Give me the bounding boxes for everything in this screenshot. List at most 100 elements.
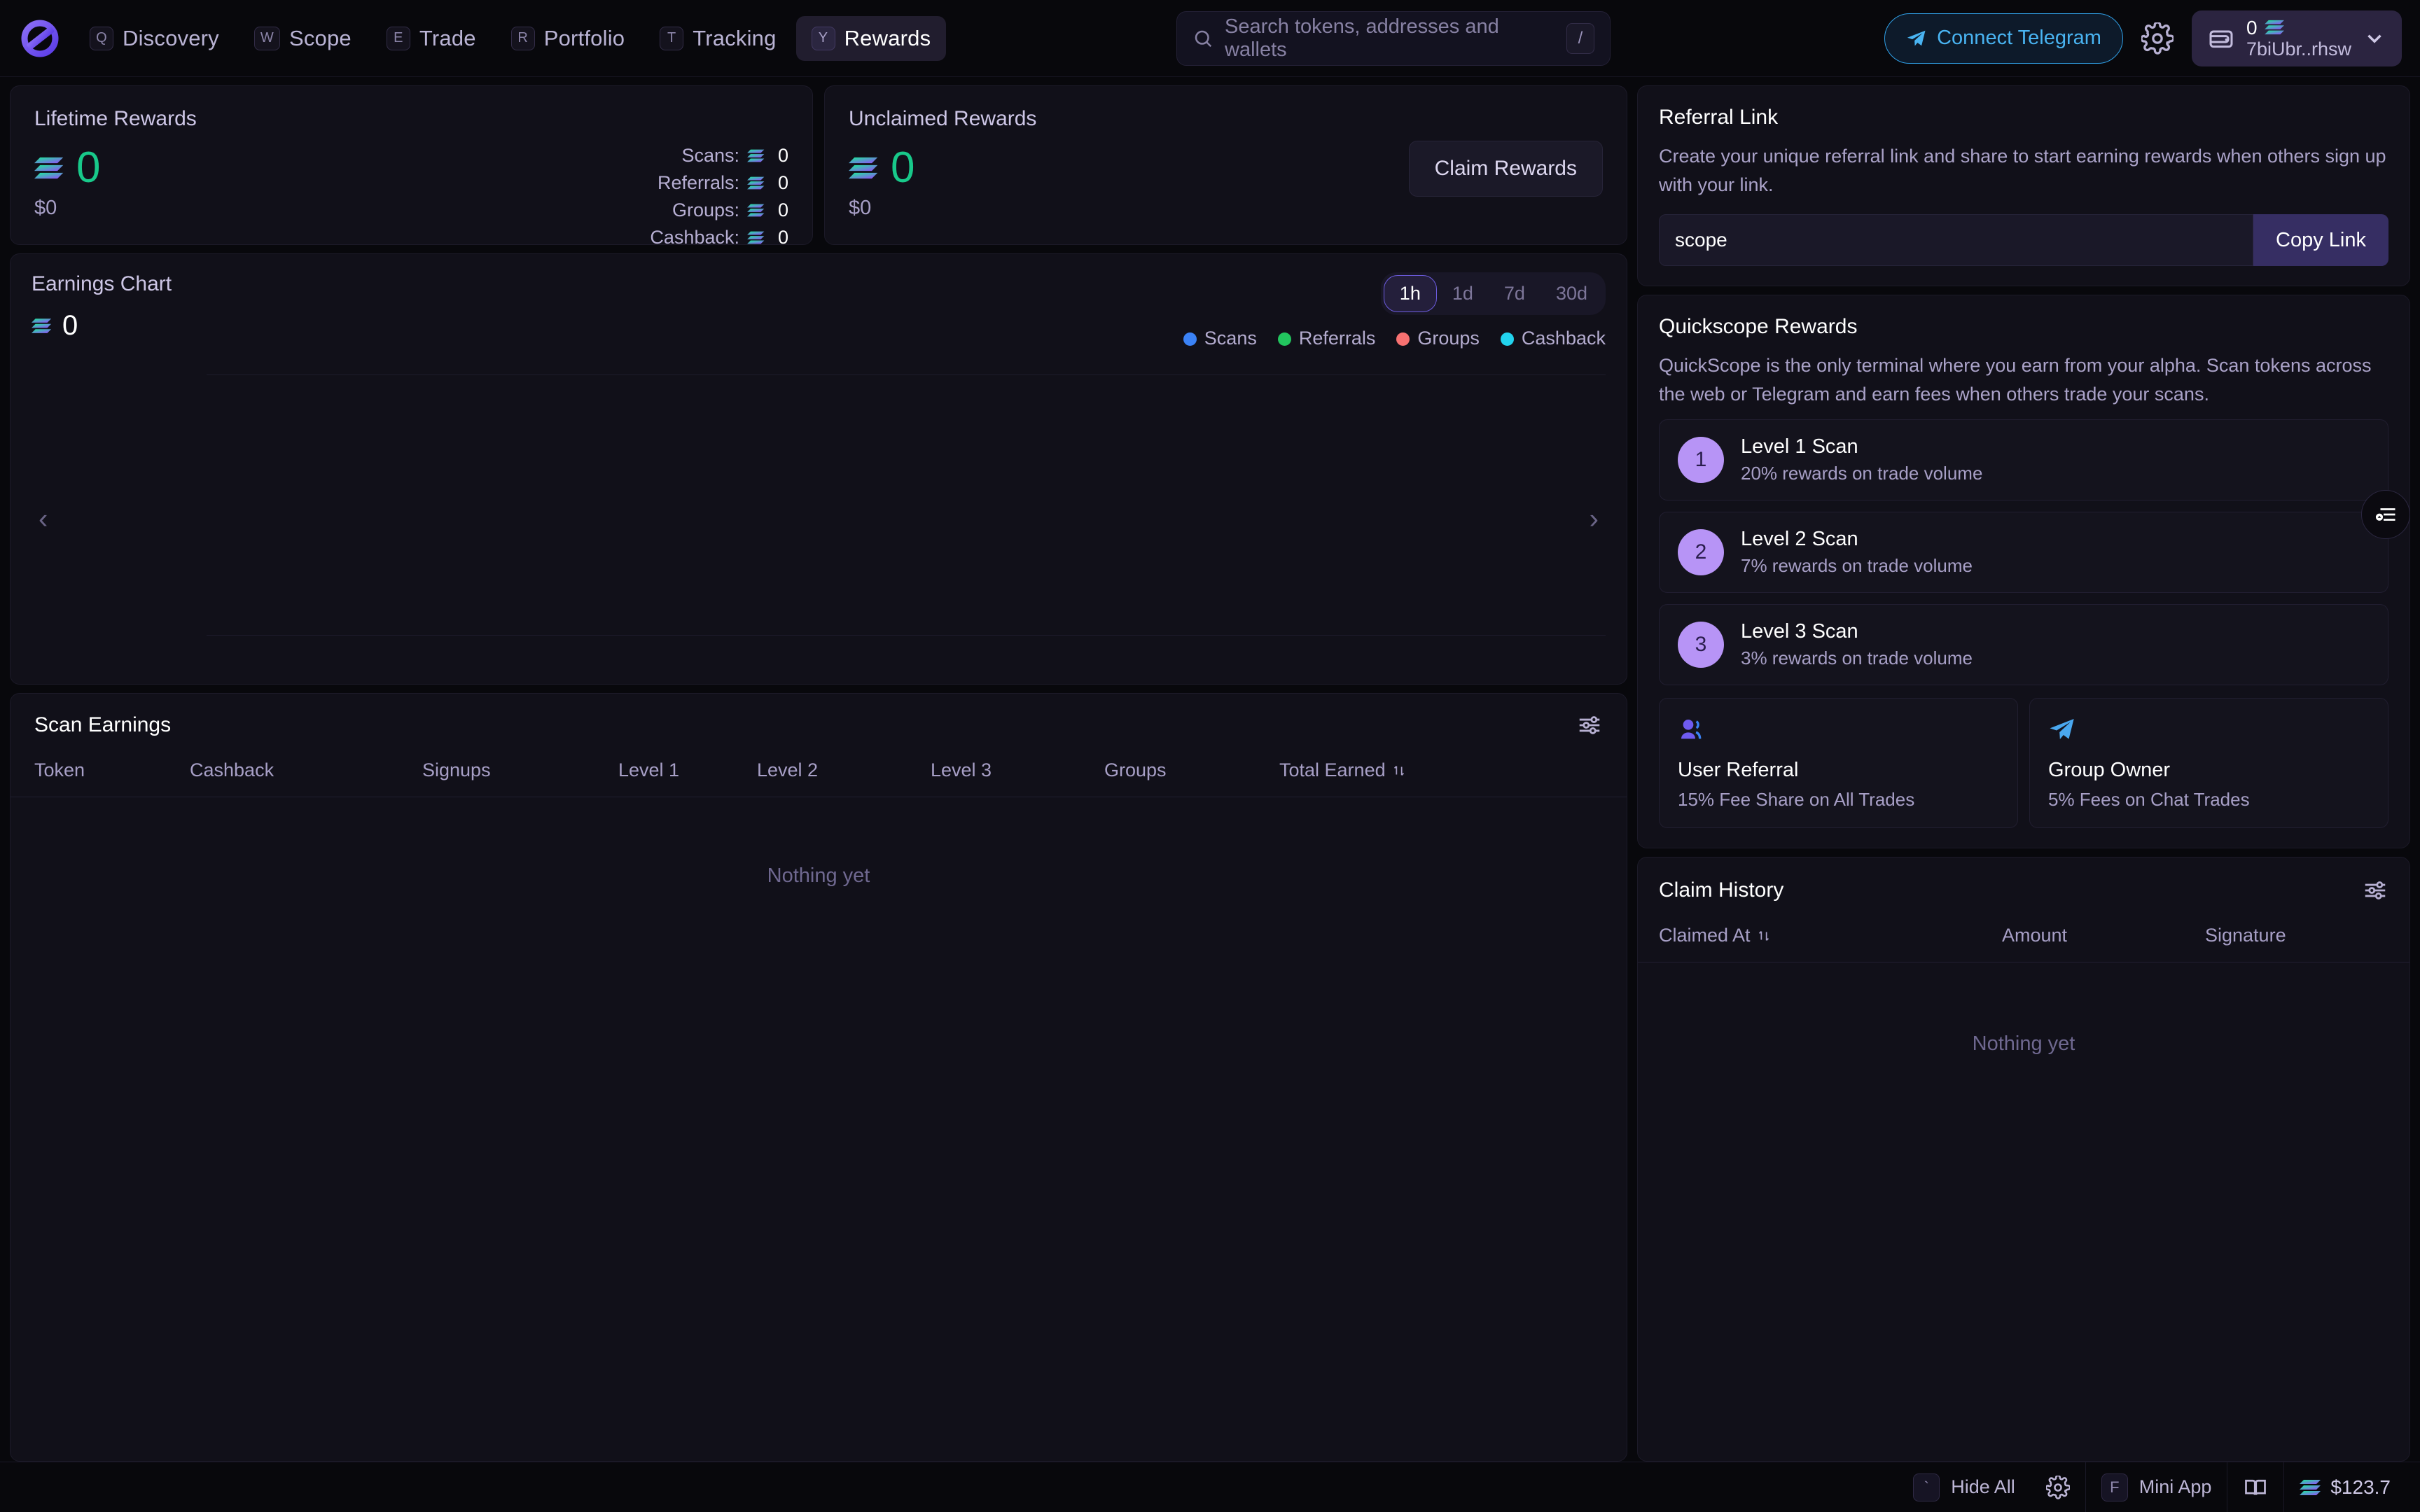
level-name: Level 3 Scan bbox=[1741, 620, 1858, 643]
user-referral-box[interactable]: User Referral 15% Fee Share on All Trade… bbox=[1659, 698, 2018, 828]
nav-shortcut-key: E bbox=[386, 26, 410, 50]
scan-earnings-header: Scan Earnings bbox=[11, 712, 1627, 738]
chevron-down-icon[interactable] bbox=[2363, 27, 2386, 50]
column-header-cashback[interactable]: Cashback bbox=[190, 760, 274, 780]
pair-name: User Referral bbox=[1678, 759, 1799, 781]
level-row-3[interactable]: 3 Level 3 Scan 3% rewards on trade volum… bbox=[1659, 604, 2388, 685]
sol-price-indicator[interactable]: $123.7 bbox=[2284, 1462, 2406, 1512]
mini-app-label: Mini App bbox=[2139, 1476, 2212, 1497]
search-input[interactable]: Search tokens, addresses and wallets / bbox=[1176, 11, 1611, 66]
legend-item-cashback[interactable]: Cashback bbox=[1500, 328, 1606, 349]
legend-item-referrals[interactable]: Referrals bbox=[1277, 328, 1375, 349]
level-name: Level 2 Scan bbox=[1741, 528, 1858, 550]
lifetime-amount-value: 0 bbox=[76, 144, 101, 192]
wallet-address: 7biUbr..rhsw bbox=[2246, 38, 2351, 60]
legend-dot bbox=[1500, 332, 1514, 346]
nav-item-portfolio[interactable]: R Portfolio bbox=[496, 16, 641, 61]
nav-item-label: Rewards bbox=[844, 25, 931, 50]
nav-item-rewards[interactable]: Y Rewards bbox=[795, 15, 947, 61]
range-1d[interactable]: 1d bbox=[1452, 283, 1473, 304]
wallet-button[interactable]: 0 7biUbr..rhsw bbox=[2191, 10, 2402, 66]
legend-item-scans[interactable]: Scans bbox=[1183, 328, 1257, 349]
chart-gridline bbox=[207, 374, 1606, 375]
wallet-balance-row: 0 bbox=[2246, 17, 2286, 38]
chart-prev-button[interactable]: ‹ bbox=[39, 503, 48, 535]
mini-app-button[interactable]: F Mini App bbox=[2086, 1462, 2227, 1512]
level-row-2[interactable]: 2 Level 2 Scan 7% rewards on trade volum… bbox=[1659, 512, 2388, 593]
column-header-signups[interactable]: Signups bbox=[422, 760, 491, 780]
pair-subtitle: 5% Fees on Chat Trades bbox=[2048, 789, 2250, 810]
quickscope-rewards-card: Quickscope Rewards QuickScope is the onl… bbox=[1637, 295, 2410, 848]
quickscope-rewards-title: Quickscope Rewards bbox=[1659, 315, 1858, 338]
earnings-chart-left: Earnings Chart 0 bbox=[32, 272, 172, 342]
left-column: Lifetime Rewards bbox=[10, 85, 1627, 1462]
column-header-token[interactable]: Token bbox=[34, 760, 85, 780]
search-icon bbox=[1192, 28, 1214, 49]
search-shortcut-key: / bbox=[1566, 23, 1594, 54]
nav-item-trade[interactable]: E Trade bbox=[371, 16, 492, 61]
copy-link-button[interactable]: Copy Link bbox=[2253, 214, 2388, 266]
scan-earnings-table-header: Token Cashback Signups Level 1 Level 2 L… bbox=[11, 738, 1627, 797]
sort-arrows-icon bbox=[1756, 928, 1772, 944]
referral-link-title: Referral Link bbox=[1659, 106, 1779, 129]
connect-telegram-button[interactable]: Connect Telegram bbox=[1884, 13, 2123, 64]
column-header-level-3[interactable]: Level 3 bbox=[931, 760, 992, 780]
column-header-total-earned[interactable]: Total Earned bbox=[1279, 760, 1407, 781]
column-header-claimed-at[interactable]: Claimed At bbox=[1659, 925, 2002, 946]
range-30d[interactable]: 30d bbox=[1555, 283, 1587, 304]
referral-link-input[interactable]: scope bbox=[1659, 214, 2254, 266]
nav-item-label: Trade bbox=[419, 25, 476, 50]
legend-label: Cashback bbox=[1521, 328, 1606, 349]
header-settings-button[interactable] bbox=[2139, 20, 2176, 57]
mini-app-shortcut-key: F bbox=[2101, 1473, 2128, 1502]
nav-item-discovery[interactable]: Q Discovery bbox=[74, 16, 235, 61]
sort-arrows-icon bbox=[1391, 763, 1407, 778]
range-1h[interactable]: 1h bbox=[1383, 275, 1437, 312]
claim-history-filter-button[interactable] bbox=[2362, 877, 2388, 904]
chart-next-button[interactable]: › bbox=[1589, 503, 1599, 535]
header-right-actions: Connect Telegram bbox=[1884, 10, 2402, 66]
range-7d[interactable]: 7d bbox=[1503, 283, 1525, 304]
gear-icon bbox=[2045, 1475, 2070, 1499]
column-header-amount[interactable]: Amount bbox=[2002, 925, 2068, 946]
column-header-level-2[interactable]: Level 2 bbox=[757, 760, 819, 780]
claim-history-empty-state: Nothing yet bbox=[1972, 1032, 2075, 1055]
nav-shortcut-key: W bbox=[253, 26, 280, 50]
hide-all-label: Hide All bbox=[1951, 1476, 2015, 1497]
hide-all-button[interactable]: ` Hide All bbox=[1898, 1462, 2031, 1512]
column-header-groups[interactable]: Groups bbox=[1104, 760, 1167, 780]
nav-items: Q Discovery W Scope E Trade R Portfolio … bbox=[74, 15, 947, 61]
level-badge: 3 bbox=[1678, 622, 1724, 668]
lifetime-stats-list: Scans: 0 bbox=[650, 145, 788, 248]
legend-item-groups[interactable]: Groups bbox=[1396, 328, 1480, 349]
scan-earnings-empty-state: Nothing yet bbox=[767, 864, 870, 887]
group-owner-box[interactable]: Group Owner 5% Fees on Chat Trades bbox=[2029, 698, 2388, 828]
nav-item-scope[interactable]: W Scope bbox=[239, 16, 367, 61]
stat-row-referrals: Referrals: 0 bbox=[658, 172, 788, 194]
scan-earnings-filter-button[interactable] bbox=[1576, 712, 1603, 738]
solana-icon bbox=[32, 317, 53, 335]
quickscope-logo-icon[interactable] bbox=[18, 17, 62, 60]
referral-link-card: Referral Link Create your unique referra… bbox=[1637, 85, 2410, 286]
lifetime-rewards-title: Lifetime Rewards bbox=[34, 107, 197, 130]
column-header-level-1[interactable]: Level 1 bbox=[618, 760, 680, 780]
earnings-chart-plot-area[interactable]: ‹ › bbox=[32, 362, 1606, 677]
stat-value: 0 bbox=[777, 227, 788, 248]
lifetime-rewards-amount: 0 bbox=[34, 146, 788, 190]
floating-filter-button[interactable] bbox=[2361, 490, 2410, 539]
nav-item-tracking[interactable]: T Tracking bbox=[644, 16, 791, 61]
solana-icon bbox=[747, 203, 765, 218]
column-header-signature[interactable]: Signature bbox=[2205, 925, 2286, 946]
legend-label: Scans bbox=[1204, 328, 1257, 349]
docs-button[interactable] bbox=[2227, 1462, 2283, 1512]
wallet-balance-value: 0 bbox=[2246, 16, 2258, 38]
status-bar: ` Hide All F Mini App bbox=[0, 1462, 2420, 1512]
main-content: Lifetime Rewards bbox=[0, 77, 2420, 1462]
claim-rewards-button[interactable]: Claim Rewards bbox=[1408, 141, 1603, 197]
nav-item-label: Portfolio bbox=[543, 25, 625, 50]
status-settings-button[interactable] bbox=[2031, 1462, 2085, 1512]
level-row-1[interactable]: 1 Level 1 Scan 20% rewards on trade volu… bbox=[1659, 419, 2388, 500]
gear-icon bbox=[2141, 22, 2174, 55]
top-navigation-bar: Q Discovery W Scope E Trade R Portfolio … bbox=[0, 0, 2420, 77]
